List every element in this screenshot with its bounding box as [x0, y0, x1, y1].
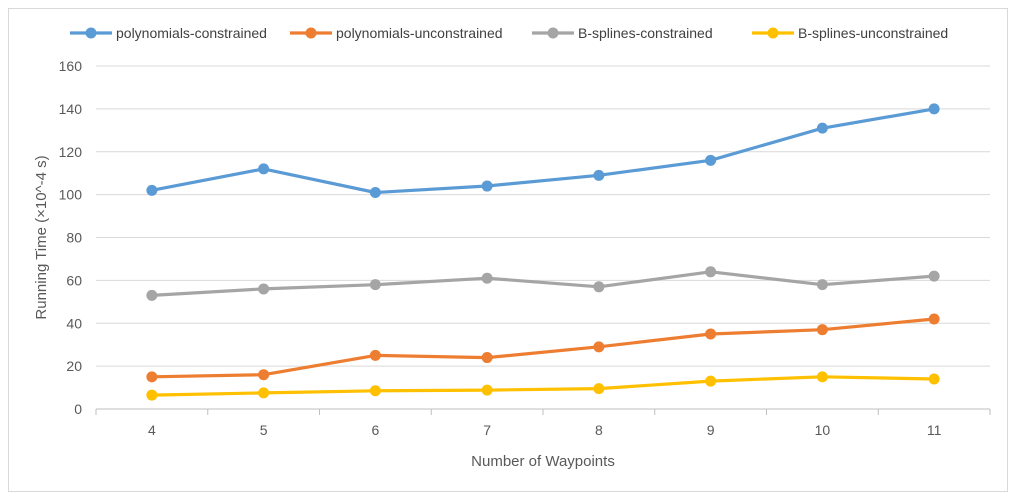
x-tick-label: 8 [595, 422, 603, 438]
x-tick-label: 7 [483, 422, 491, 438]
series-1 [146, 103, 940, 198]
data-point [481, 384, 493, 396]
data-point [369, 279, 381, 291]
data-point [705, 375, 717, 387]
y-tick-label: 60 [66, 272, 82, 288]
legend-swatch-marker [767, 27, 779, 39]
data-point [593, 341, 605, 353]
data-point [258, 163, 270, 175]
data-point [816, 279, 828, 291]
x-tick-label: 5 [260, 422, 268, 438]
y-tick-label: 20 [66, 358, 82, 374]
x-tick-label: 10 [815, 422, 831, 438]
data-point [258, 369, 270, 381]
y-tick-label: 0 [74, 401, 82, 417]
series-4 [146, 371, 940, 401]
gridlines [96, 65, 990, 367]
data-point [928, 103, 940, 115]
series-line [150, 375, 936, 397]
data-point [146, 371, 158, 383]
y-axis-title: Running Time (×10^-4 s) [33, 155, 50, 319]
data-point [705, 266, 717, 278]
data-point [705, 328, 717, 340]
y-tick-label: 140 [59, 101, 83, 117]
data-point [593, 281, 605, 293]
data-point [481, 352, 493, 364]
data-point [481, 272, 493, 284]
data-point [593, 383, 605, 395]
y-tick-label: 160 [59, 58, 83, 74]
chart-frame [8, 8, 1008, 492]
x-tick-label: 11 [927, 422, 942, 438]
x-axis-title: Number of Waypoints [471, 453, 615, 470]
legend-item: polynomials-unconstrained [290, 25, 503, 41]
series-line [150, 270, 936, 297]
legend-swatch-marker [85, 27, 97, 39]
data-point [816, 371, 828, 383]
legend-item: polynomials-constrained [70, 25, 267, 41]
y-tick-label: 120 [59, 144, 83, 160]
legend-item: B-splines-constrained [532, 25, 713, 41]
data-point [146, 389, 158, 401]
y-tick-label: 40 [66, 315, 82, 331]
data-point [258, 283, 270, 295]
series-line [150, 317, 936, 379]
legend-label: polynomials-constrained [116, 25, 267, 41]
series-3 [146, 266, 940, 301]
data-point [258, 387, 270, 399]
data-point [816, 122, 828, 134]
series-2 [146, 313, 940, 383]
y-tick-labels: 0 20 40 60 80 100 120 140 160 [59, 58, 83, 417]
data-point [928, 313, 940, 325]
data-point [705, 154, 717, 166]
legend-label: B-splines-constrained [578, 25, 713, 41]
legend-label: polynomials-unconstrained [336, 25, 503, 41]
x-tick-label: 4 [148, 422, 156, 438]
data-point [928, 270, 940, 282]
data-point [481, 180, 493, 192]
legend-label: B-splines-unconstrained [798, 25, 948, 41]
legend-swatch-marker [305, 27, 317, 39]
data-point [146, 184, 158, 196]
y-tick-label: 100 [59, 187, 83, 203]
series [146, 103, 940, 401]
data-point [928, 373, 940, 385]
legend-swatch-marker [547, 27, 559, 39]
legend: polynomials-constrained polynomials-uncon… [70, 25, 948, 41]
data-point [369, 385, 381, 397]
x-tick-labels: 4 5 6 7 8 9 10 11 [148, 422, 942, 438]
data-point [369, 186, 381, 198]
y-tick-label: 80 [66, 230, 82, 246]
series-line [150, 107, 936, 195]
data-point [816, 324, 828, 336]
x-tick-label: 6 [371, 422, 379, 438]
data-point [146, 289, 158, 301]
x-tick-label: 9 [707, 422, 715, 438]
axes [95, 408, 991, 415]
legend-item: B-splines-unconstrained [752, 25, 948, 41]
data-point [593, 169, 605, 181]
data-point [369, 349, 381, 361]
